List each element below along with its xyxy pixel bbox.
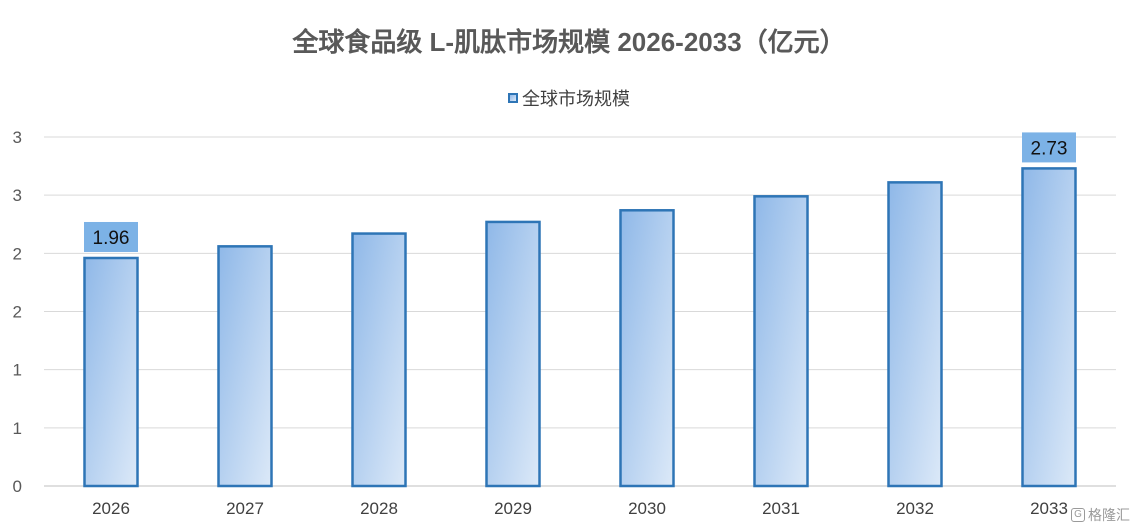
- watermark-text: 格隆汇: [1088, 507, 1130, 523]
- bar-2026: [83, 256, 139, 488]
- y-tick-label: 1: [13, 419, 22, 438]
- bar-2030: [619, 209, 675, 488]
- x-tick-label: 2032: [896, 499, 934, 518]
- bar-2029: [485, 220, 541, 488]
- data-label-background: [1022, 132, 1076, 163]
- bar-2033: [1021, 167, 1077, 488]
- data-label: 1.96: [93, 228, 130, 249]
- x-tick-label: 2030: [628, 499, 666, 518]
- chart-title: 全球食品级 L-肌肽市场规模 2026-2033（亿元）: [292, 27, 846, 57]
- watermark: G 格隆汇: [1071, 505, 1130, 525]
- x-tick-label: 2029: [494, 499, 532, 518]
- legend-label: 全球市场规模: [522, 89, 630, 109]
- x-tick-label: 2026: [92, 499, 130, 518]
- data-label-background: [84, 221, 138, 252]
- y-tick-label: 3: [13, 128, 22, 147]
- y-tick-label: 2: [13, 303, 22, 322]
- legend-swatch: [508, 93, 518, 103]
- x-tick-label: 2031: [762, 499, 800, 518]
- y-tick-label: 2: [13, 244, 22, 263]
- bar-2032: [887, 181, 943, 488]
- x-tick-label: 2028: [360, 499, 398, 518]
- x-tick-label: 2033: [1030, 499, 1068, 518]
- legend: 全球市场规模: [508, 86, 630, 110]
- data-label: 2.73: [1031, 138, 1068, 159]
- y-tick-label: 0: [13, 477, 22, 496]
- bar-2027: [217, 245, 273, 488]
- y-tick-label: 3: [13, 186, 22, 205]
- x-tick-label: 2027: [226, 499, 264, 518]
- y-tick-label: 1: [13, 361, 22, 380]
- bar-2031: [753, 195, 809, 488]
- gelonghui-logo-icon: G: [1071, 508, 1085, 522]
- bar-2028: [351, 232, 407, 488]
